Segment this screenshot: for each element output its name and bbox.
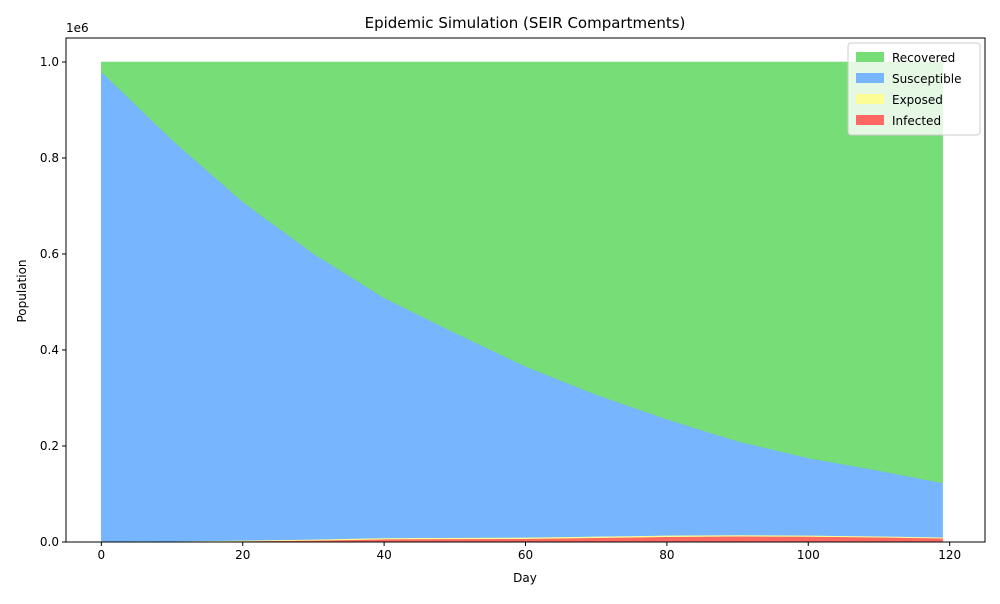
- legend-swatch-exposed: [856, 94, 884, 104]
- legend: Recovered Susceptible Exposed Infected: [847, 42, 981, 136]
- chart-title: Epidemic Simulation (SEIR Compartments): [365, 14, 686, 32]
- x-axis-label: Day: [513, 571, 537, 585]
- legend-label-exposed: Exposed: [892, 93, 943, 107]
- legend-swatch-recovered: [856, 52, 884, 62]
- legend-swatch-susceptible: [856, 73, 884, 83]
- x-tick-label: 100: [797, 548, 820, 562]
- x-tick-label: 20: [235, 548, 250, 562]
- x-tick-label: 80: [659, 548, 674, 562]
- y-tick-label: 0.8: [40, 151, 59, 165]
- y-tick-label: 0.4: [40, 343, 59, 357]
- legend-box: [847, 42, 981, 136]
- x-tick-label: 60: [518, 548, 533, 562]
- legend-label-recovered: Recovered: [892, 51, 955, 65]
- y-tick-label: 0.2: [40, 439, 59, 453]
- y-tick-label: 0.0: [40, 535, 59, 549]
- y-tick-label: 0.6: [40, 247, 59, 261]
- x-tick-label: 120: [938, 548, 961, 562]
- axes-layer: 0 20 40 60 80 100 120 0.0 0.2 0.4 0.6 0.8 1.0: [40, 37, 986, 562]
- legend-swatch-infected: [856, 115, 884, 125]
- x-tick-label: 40: [376, 548, 391, 562]
- y-axis-offset-label: 1e6: [66, 21, 89, 35]
- legend-label-infected: Infected: [892, 114, 941, 128]
- y-axis-label: Population: [15, 259, 29, 322]
- x-tick-label: 0: [98, 548, 106, 562]
- y-tick-label: 1.0: [40, 55, 59, 69]
- areas-layer: [101, 61, 943, 543]
- legend-label-susceptible: Susceptible: [892, 72, 961, 86]
- area-recovered: [101, 61, 943, 484]
